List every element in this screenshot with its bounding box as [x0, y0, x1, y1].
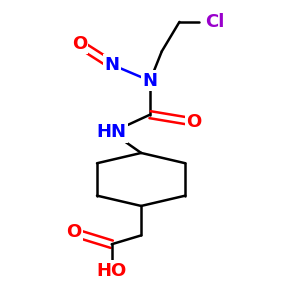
- Text: HN: HN: [97, 123, 127, 141]
- Text: N: N: [104, 56, 119, 74]
- Text: O: O: [66, 224, 81, 242]
- Text: O: O: [72, 35, 87, 53]
- Text: N: N: [142, 72, 158, 90]
- Text: Cl: Cl: [205, 13, 224, 31]
- Text: HO: HO: [97, 262, 127, 280]
- Text: O: O: [187, 113, 202, 131]
